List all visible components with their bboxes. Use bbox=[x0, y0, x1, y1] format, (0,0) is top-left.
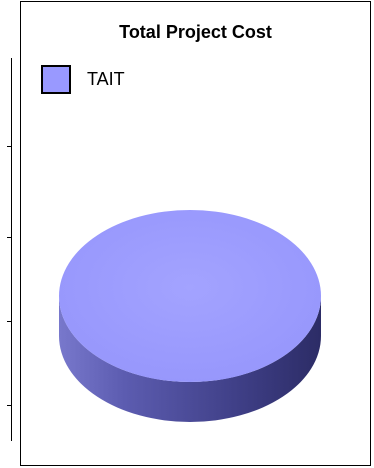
legend: TAIT bbox=[41, 65, 125, 94]
chart-area: Total Project Cost TAIT bbox=[20, 1, 371, 466]
edge-tick bbox=[7, 321, 11, 322]
edge-tick bbox=[7, 405, 11, 406]
pie-slice-tait bbox=[59, 210, 321, 382]
legend-label-tait: TAIT bbox=[87, 69, 125, 89]
edge-tick bbox=[7, 237, 11, 238]
chart-title: Total Project Cost bbox=[119, 22, 272, 42]
pie-chart bbox=[59, 210, 321, 422]
adjacent-panel-edge bbox=[0, 58, 12, 441]
edge-tick bbox=[7, 146, 11, 147]
pie-side-edge bbox=[59, 296, 321, 422]
legend-swatch-tait bbox=[41, 65, 71, 94]
